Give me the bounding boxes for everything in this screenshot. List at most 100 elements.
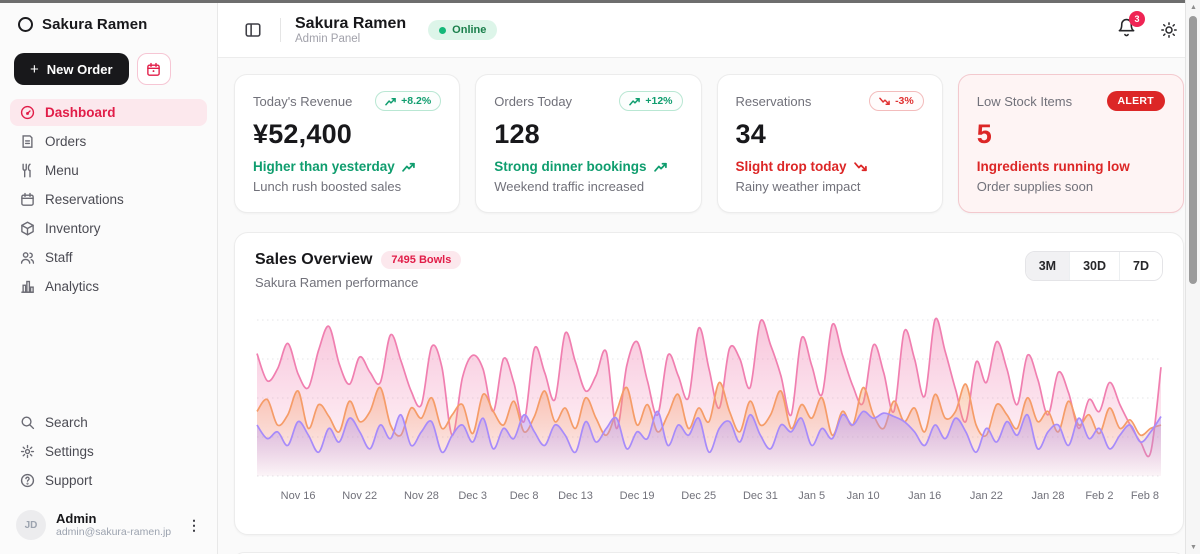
- calendar-quick-button[interactable]: [136, 53, 171, 85]
- kebab-menu-icon[interactable]: ⋮: [187, 516, 201, 533]
- chart-subtitle: Sakura Ramen performance: [255, 275, 419, 290]
- svg-text:Jan 22: Jan 22: [970, 490, 1003, 502]
- svg-text:Jan 28: Jan 28: [1031, 490, 1064, 502]
- sidebar-item-staff[interactable]: Staff: [10, 244, 207, 271]
- change-value: -3%: [895, 95, 914, 107]
- svg-text:Dec 13: Dec 13: [558, 490, 593, 502]
- user-profile[interactable]: JD Admin admin@sakura-ramen.jp ⋮: [10, 502, 207, 544]
- svg-text:Jan 5: Jan 5: [798, 490, 825, 502]
- bowls-total-badge: 7495 Bowls: [381, 251, 462, 269]
- trend-text: Strong dinner bookings: [494, 159, 647, 174]
- svg-text:Nov 22: Nov 22: [342, 490, 377, 502]
- stat-subtext: Rainy weather impact: [735, 179, 861, 194]
- sidebar-item-inventory[interactable]: Inventory: [10, 215, 207, 242]
- svg-text:Nov 28: Nov 28: [404, 490, 439, 502]
- stat-label: Today's Revenue: [253, 93, 353, 109]
- trend-text: Slight drop today: [735, 159, 847, 174]
- scroll-up-arrow-icon[interactable]: ▲: [1190, 3, 1197, 11]
- nav-label: Staff: [45, 250, 73, 265]
- help-circle-icon: [20, 473, 35, 488]
- stat-label: Reservations: [735, 93, 812, 109]
- svg-text:Dec 31: Dec 31: [743, 490, 778, 502]
- change-badge: +8.2%: [375, 91, 442, 111]
- calendar-icon: [21, 192, 34, 206]
- sidebar-item-reservations[interactable]: Reservations: [10, 186, 207, 213]
- vertical-scrollbar[interactable]: ▲ ▼: [1185, 0, 1200, 554]
- trend-text: Higher than yesterday: [253, 159, 395, 174]
- stat-subtext: Lunch rush boosted sales: [253, 179, 402, 194]
- page-title: Sakura Ramen: [295, 14, 407, 32]
- sidebar-item-orders[interactable]: Orders: [10, 128, 207, 155]
- sidebar-item-menu[interactable]: Menu: [10, 157, 207, 184]
- svg-text:Dec 19: Dec 19: [620, 490, 655, 502]
- stat-value: 5: [976, 119, 992, 149]
- stats-row: Today's Revenue +8.2% ¥52,400 Higher tha…: [234, 74, 1184, 213]
- status-badge: Online: [428, 20, 498, 40]
- sidebar-item-settings[interactable]: Settings: [10, 438, 207, 465]
- range-button-3m[interactable]: 3M: [1025, 252, 1071, 280]
- receipt-icon: [22, 135, 33, 148]
- trending-up-icon: [629, 97, 641, 105]
- sidebar-item-analytics[interactable]: Analytics: [10, 273, 207, 300]
- range-button-7d[interactable]: 7D: [1120, 252, 1162, 280]
- gear-icon: [20, 444, 35, 459]
- stat-trend: Ingredients running low: [977, 159, 1165, 174]
- sidebar-item-support[interactable]: Support: [10, 467, 207, 494]
- stat-card-low-stock: Low Stock Items ALERT 5 Ingredients runn…: [957, 74, 1184, 213]
- trending-up-icon: [385, 97, 396, 105]
- nav-label: Dashboard: [45, 105, 116, 120]
- user-email: admin@sakura-ramen.jp: [56, 526, 172, 539]
- sun-icon: [1161, 22, 1177, 38]
- header-divider: [280, 18, 281, 42]
- svg-text:Nov 16: Nov 16: [281, 490, 316, 502]
- notifications-button[interactable]: 3: [1117, 11, 1145, 42]
- stat-value: 34: [735, 119, 766, 149]
- sidebar-item-search[interactable]: Search: [10, 409, 207, 436]
- utensils-icon: [22, 163, 31, 178]
- svg-text:Feb 2: Feb 2: [1085, 490, 1113, 502]
- alert-badge: ALERT: [1106, 91, 1165, 111]
- sidebar-item-dashboard[interactable]: Dashboard: [10, 99, 207, 126]
- sales-area-chart[interactable]: Nov 16 Nov 22 Nov 28 Dec 3 Dec 8 Dec 13 Dec 19…: [255, 304, 1163, 515]
- new-order-button[interactable]: + New Order: [14, 53, 129, 85]
- theme-toggle-button[interactable]: [1160, 21, 1178, 39]
- sidebar-footer-nav: Search Settings Support: [10, 409, 207, 494]
- sidebar-toggle-button[interactable]: [240, 17, 266, 43]
- top-header: Sakura Ramen Admin Panel Online 3: [218, 3, 1200, 58]
- ramen-ring-logo-icon: [18, 17, 33, 32]
- svg-text:Dec 3: Dec 3: [458, 490, 487, 502]
- stat-label: Low Stock Items: [976, 93, 1073, 109]
- search-icon: [21, 416, 35, 430]
- notification-count-badge: 3: [1129, 11, 1145, 27]
- nav-label: Orders: [45, 134, 87, 149]
- trending-up-icon: [653, 162, 667, 172]
- nav-label: Menu: [45, 163, 79, 178]
- range-button-30d[interactable]: 30D: [1070, 252, 1121, 280]
- svg-text:Dec 8: Dec 8: [510, 490, 539, 502]
- scroll-down-arrow-icon[interactable]: ▼: [1190, 543, 1197, 551]
- stat-card-orders: Orders Today +12% 128 Strong dinner book…: [475, 74, 702, 213]
- user-name: Admin: [56, 510, 97, 526]
- change-badge: -3%: [869, 91, 924, 111]
- chart-title: Sales Overview: [255, 251, 373, 268]
- svg-text:Feb 8: Feb 8: [1131, 490, 1159, 502]
- stat-value: 128: [494, 119, 540, 149]
- trending-down-icon: [879, 97, 890, 105]
- svg-text:Dec 25: Dec 25: [681, 490, 716, 502]
- gauge-icon: [20, 105, 35, 120]
- dashboard-content: Today's Revenue +8.2% ¥52,400 Higher tha…: [218, 58, 1200, 554]
- scrollbar-thumb[interactable]: [1189, 16, 1197, 284]
- change-badge: +12%: [619, 91, 683, 111]
- stat-label: Orders Today: [494, 93, 573, 109]
- stat-trend: Slight drop today: [736, 159, 924, 174]
- change-value: +12%: [645, 95, 673, 107]
- range-selector: 3M 30D 7D: [1024, 251, 1163, 281]
- sidebar: Sakura Ramen + New Order Dashboard Order…: [0, 0, 218, 554]
- brand: Sakura Ramen: [10, 14, 207, 33]
- bell-icon: [1118, 18, 1135, 37]
- status-label: Online: [452, 24, 487, 36]
- nav-label: Reservations: [45, 192, 124, 207]
- stat-trend: Strong dinner bookings: [494, 159, 682, 174]
- svg-text:Jan 16: Jan 16: [908, 490, 941, 502]
